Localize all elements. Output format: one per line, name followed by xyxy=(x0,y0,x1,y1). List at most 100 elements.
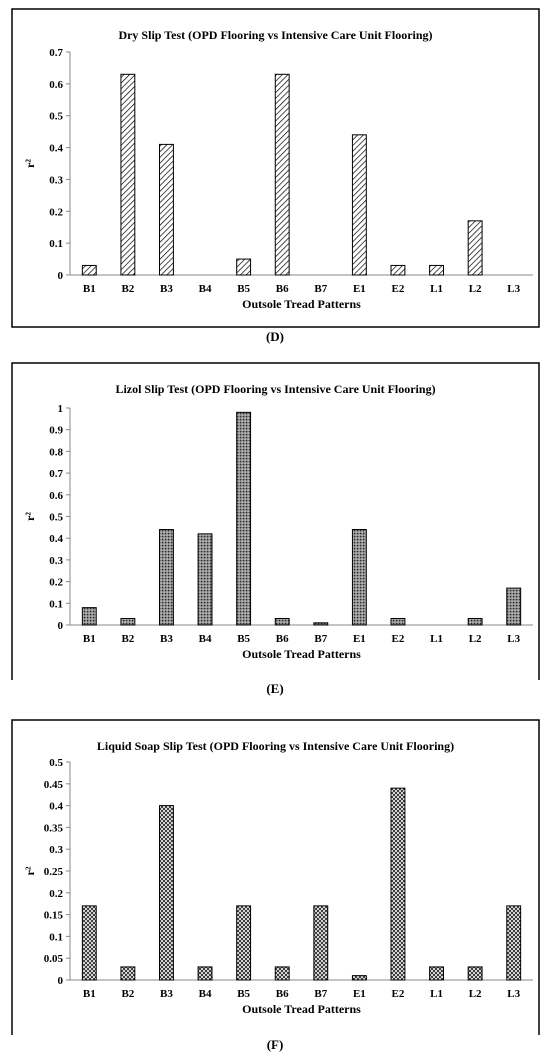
bar-b1 xyxy=(81,905,97,981)
y-tick-label: 0 xyxy=(58,270,64,282)
bar-b6 xyxy=(274,966,290,981)
bar-e1 xyxy=(351,529,367,626)
y-tick-label: 0.8 xyxy=(49,446,63,458)
bar-b5 xyxy=(236,258,252,276)
x-axis-label: Outsole Tread Patterns xyxy=(242,647,361,661)
y-tick-label: 0.35 xyxy=(44,822,64,834)
bar-e2 xyxy=(390,787,406,981)
bar-e1 xyxy=(351,975,367,981)
x-tick-label: B6 xyxy=(276,988,289,1000)
x-tick-label: B5 xyxy=(237,633,250,645)
bar-b4 xyxy=(197,533,213,626)
y-tick-label: 0.3 xyxy=(49,844,63,856)
bar-b4 xyxy=(197,966,213,981)
y-tick-label: 0.7 xyxy=(49,47,63,59)
x-tick-label: L2 xyxy=(469,633,482,645)
caption-f: (F) xyxy=(266,1037,284,1052)
x-tick-label: B2 xyxy=(121,988,134,1000)
chart-title: Dry Slip Test (OPD Flooring vs Intensive… xyxy=(118,28,432,42)
x-tick-label: B3 xyxy=(160,283,173,295)
bar-l2 xyxy=(467,617,483,626)
x-tick-label: L1 xyxy=(430,988,443,1000)
x-tick-label: B2 xyxy=(121,633,134,645)
x-tick-label: E2 xyxy=(392,283,405,295)
caption-d: (D) xyxy=(265,329,285,344)
x-axis-label: Outsole Tread Patterns xyxy=(242,297,361,311)
x-tick-label: L1 xyxy=(430,633,443,645)
bar-b7 xyxy=(313,905,329,981)
bar-b3 xyxy=(159,805,174,981)
x-tick-label: B5 xyxy=(237,988,250,1000)
x-tick-label: B7 xyxy=(314,988,327,1000)
x-tick-label: B3 xyxy=(160,988,173,1000)
chart-title: Lizol Slip Test (OPD Flooring vs Intensi… xyxy=(115,382,435,396)
chart-e: Lizol Slip Test (OPD Flooring vs Intensi… xyxy=(11,362,540,680)
x-tick-label: B4 xyxy=(199,988,212,1000)
chart-f: Liquid Soap Slip Test (OPD Flooring vs I… xyxy=(11,719,540,1035)
y-tick-label: 0.5 xyxy=(49,111,63,123)
bar-b2 xyxy=(120,73,136,276)
x-tick-label: E1 xyxy=(353,283,366,295)
y-tick-label: 0.05 xyxy=(44,953,64,965)
y-tick-label: 0.1 xyxy=(49,238,63,250)
bar-e2 xyxy=(390,264,406,276)
x-tick-label: B1 xyxy=(83,283,96,295)
bar-b7 xyxy=(313,622,329,626)
x-tick-label: B7 xyxy=(314,633,327,645)
y-tick-label: 0.1 xyxy=(49,931,63,943)
y-tick-label: 0.1 xyxy=(49,598,63,610)
x-tick-label: L2 xyxy=(469,283,482,295)
caption-e: (E) xyxy=(266,681,284,696)
x-axis-label: Outsole Tread Patterns xyxy=(242,1002,361,1016)
chart-title: Liquid Soap Slip Test (OPD Flooring vs I… xyxy=(97,739,454,753)
y-tick-label: 1 xyxy=(58,403,64,415)
bar-b3 xyxy=(159,529,174,626)
bar-l2 xyxy=(467,220,483,276)
bar-b1 xyxy=(81,264,97,276)
y-tick-label: 0.45 xyxy=(44,779,64,791)
y-tick-label: 0.2 xyxy=(49,888,63,900)
bar-b3 xyxy=(159,143,174,276)
x-tick-label: E2 xyxy=(392,988,405,1000)
bar-l3 xyxy=(506,587,522,626)
bar-l2 xyxy=(467,966,483,981)
x-tick-label: B2 xyxy=(121,283,134,295)
chart-frame xyxy=(11,719,540,1035)
bar-e2 xyxy=(390,617,406,626)
x-tick-label: E2 xyxy=(392,633,405,645)
bar-b1 xyxy=(81,607,97,626)
x-tick-label: B3 xyxy=(160,633,173,645)
y-tick-label: 0.4 xyxy=(49,143,63,155)
y-axis-label: r² xyxy=(23,159,37,168)
y-tick-label: 0.3 xyxy=(49,174,63,186)
y-tick-label: 0.5 xyxy=(49,757,63,769)
y-tick-label: 0.4 xyxy=(49,533,63,545)
x-tick-label: L3 xyxy=(507,283,520,295)
x-tick-label: B5 xyxy=(237,283,250,295)
x-tick-label: E1 xyxy=(353,633,366,645)
x-tick-label: B7 xyxy=(314,283,327,295)
bar-b5 xyxy=(236,905,252,981)
y-tick-label: 0.7 xyxy=(49,468,63,480)
x-tick-label: B4 xyxy=(199,283,212,295)
y-tick-label: 0.4 xyxy=(49,801,63,813)
y-tick-label: 0.6 xyxy=(49,490,63,502)
x-tick-label: L2 xyxy=(469,988,482,1000)
x-tick-label: B6 xyxy=(276,633,289,645)
y-tick-label: 0.9 xyxy=(49,425,63,437)
y-tick-label: 0.2 xyxy=(49,206,63,218)
x-tick-label: L3 xyxy=(507,988,520,1000)
bar-b6 xyxy=(274,617,290,626)
y-tick-label: 0 xyxy=(58,620,64,632)
y-axis-label: r² xyxy=(23,512,37,521)
x-tick-label: E1 xyxy=(353,988,366,1000)
bar-l3 xyxy=(506,905,522,981)
y-tick-label: 0.6 xyxy=(49,79,63,91)
chart-panel-e: Lizol Slip Test (OPD Flooring vs Intensi… xyxy=(0,350,550,680)
chart-d: Dry Slip Test (OPD Flooring vs Intensive… xyxy=(11,8,540,328)
bar-b2 xyxy=(120,617,136,626)
x-tick-label: B6 xyxy=(276,283,289,295)
y-tick-label: 0.25 xyxy=(44,866,64,878)
y-tick-label: 0.3 xyxy=(49,555,63,567)
x-tick-label: L3 xyxy=(507,633,520,645)
